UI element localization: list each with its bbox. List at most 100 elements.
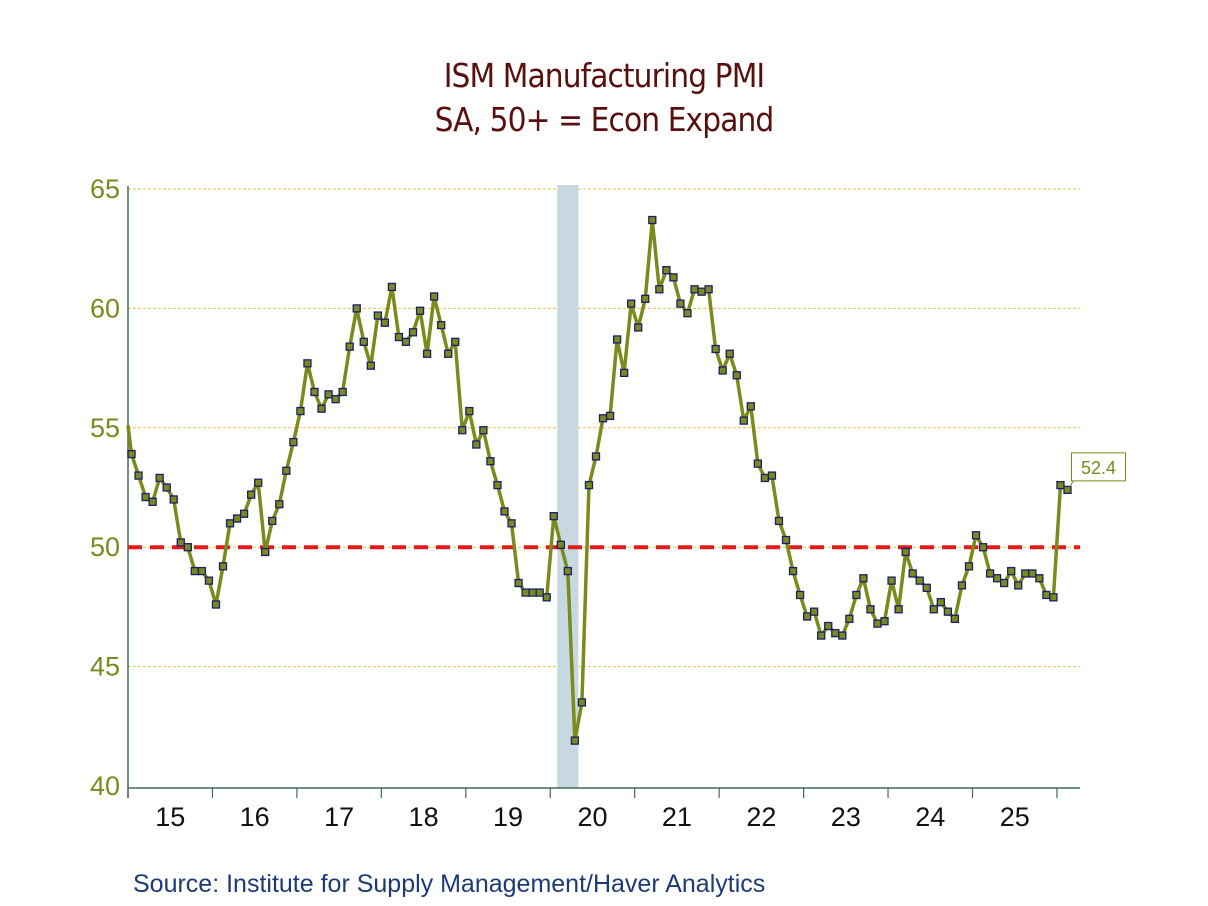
- data-point: [802, 612, 812, 621]
- y-tick-label: 55: [90, 413, 120, 443]
- data-point: [725, 349, 734, 358]
- data-point: [985, 569, 995, 578]
- data-point: [282, 466, 291, 475]
- data-point: [289, 437, 298, 447]
- data-point: [556, 540, 565, 549]
- y-tick-label: 45: [90, 652, 120, 682]
- x-tick-label: 15: [155, 802, 185, 832]
- source-note: Source: Institute for Supply Management/…: [133, 870, 766, 898]
- data-point: [324, 390, 333, 399]
- data-point: [746, 402, 755, 411]
- data-point: [894, 605, 903, 614]
- data-point: [810, 607, 819, 616]
- data-point: [429, 292, 439, 301]
- data-point: [1007, 566, 1016, 576]
- data-point: [605, 411, 615, 421]
- data-point: [134, 471, 143, 480]
- data-point: [641, 294, 650, 303]
- data-point: [190, 566, 200, 576]
- x-tick-label: 23: [831, 802, 861, 832]
- data-point: [978, 543, 988, 552]
- data-point: [535, 588, 544, 597]
- data-point: [901, 547, 910, 557]
- x-tick-label: 24: [915, 802, 945, 832]
- data-point: [795, 590, 805, 600]
- data-point: [873, 619, 882, 628]
- y-axis-ticks: 40 45 50 55 60 65: [90, 174, 120, 801]
- data-point: [514, 578, 523, 588]
- data-point: [331, 394, 340, 404]
- x-tick-label: 22: [746, 802, 776, 832]
- data-point: [211, 600, 221, 609]
- data-point: [669, 273, 678, 282]
- data-point: [774, 516, 784, 526]
- data-point: [247, 490, 256, 499]
- series-line: [126, 218, 1069, 743]
- data-point: [1035, 574, 1044, 583]
- data-point: [824, 621, 833, 631]
- data-point: [683, 309, 692, 318]
- data-point: [612, 335, 622, 344]
- data-point: [887, 576, 896, 585]
- data-point: [570, 736, 580, 745]
- data-point: [183, 543, 192, 552]
- data-point: [415, 306, 425, 315]
- data-point: [493, 480, 502, 490]
- data-point: [753, 459, 763, 468]
- data-point: [964, 562, 974, 571]
- data-point: [458, 426, 467, 435]
- callout-leader: [1069, 480, 1074, 488]
- x-tick-label: 16: [240, 802, 270, 832]
- data-point: [929, 605, 938, 614]
- data-point: [845, 614, 854, 623]
- data-point: [718, 366, 727, 375]
- data-point: [486, 457, 495, 466]
- data-point: [852, 590, 861, 600]
- data-point: [451, 337, 460, 346]
- data-point: [676, 299, 685, 308]
- data-point: [1049, 593, 1058, 602]
- data-point: [444, 349, 453, 358]
- data-point: [507, 519, 516, 528]
- data-point: [148, 497, 157, 506]
- data-point: [950, 614, 960, 623]
- data-point: [648, 215, 657, 225]
- data-point: [141, 492, 150, 502]
- x-tick-label: 20: [577, 802, 607, 832]
- x-tick-label: 21: [662, 802, 692, 832]
- data-point: [922, 583, 931, 592]
- data-point: [268, 516, 277, 526]
- data-point: [549, 512, 558, 521]
- data-point: [936, 597, 945, 607]
- data-point: [1056, 480, 1065, 490]
- data-point: [218, 562, 228, 571]
- data-point: [817, 631, 826, 640]
- data-point: [880, 617, 889, 626]
- data-point: [697, 287, 706, 296]
- data-point: [359, 337, 368, 346]
- data-point: [373, 311, 382, 320]
- y-tick-label: 50: [90, 532, 120, 562]
- y-tick-label: 65: [90, 174, 120, 204]
- series-pmi: [126, 215, 1072, 745]
- x-tick-label: 17: [324, 802, 354, 832]
- data-point: [866, 605, 875, 614]
- data-point: [296, 406, 305, 416]
- data-point: [627, 299, 636, 308]
- data-point: [521, 588, 530, 597]
- data-point: [943, 607, 953, 616]
- data-point: [261, 547, 270, 557]
- data-point: [711, 344, 720, 354]
- data-point: [500, 507, 509, 516]
- data-point: [387, 282, 397, 292]
- data-point: [197, 566, 207, 576]
- data-point: [908, 569, 917, 578]
- x-tick-label: 25: [1000, 802, 1030, 832]
- data-point: [310, 387, 319, 397]
- data-point: [479, 426, 488, 435]
- data-point: [662, 266, 671, 275]
- data-point: [577, 698, 587, 707]
- data-point: [690, 285, 699, 294]
- data-point: [394, 332, 404, 342]
